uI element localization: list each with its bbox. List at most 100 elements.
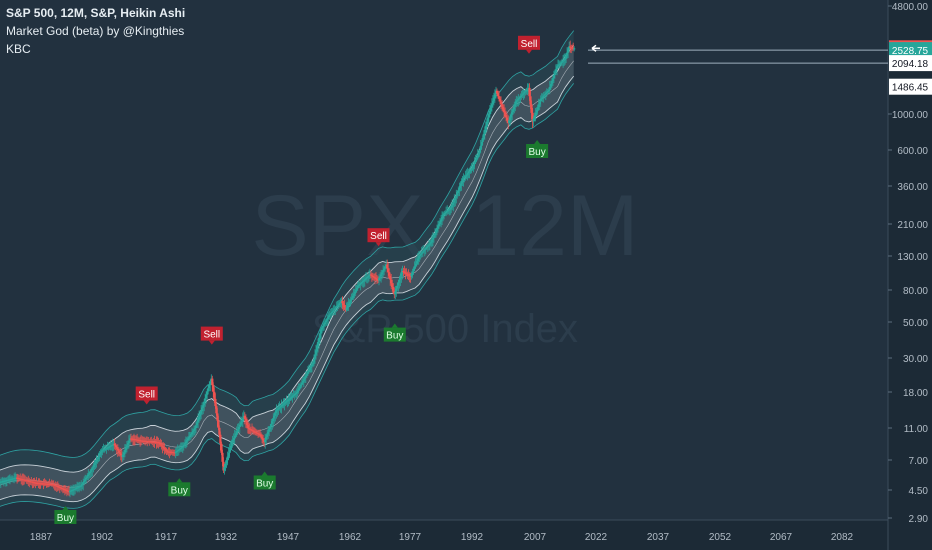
- candle-body: [228, 449, 231, 453]
- candle-body: [478, 150, 481, 153]
- candle-body: [514, 104, 517, 107]
- candle-body: [490, 104, 493, 108]
- candle-body: [423, 249, 426, 251]
- candle-body: [495, 90, 499, 94]
- candle-body: [555, 66, 559, 70]
- x-tick-label: 1917: [155, 532, 178, 543]
- candle-body: [161, 445, 164, 447]
- candle-body: [54, 485, 57, 487]
- candle-body: [353, 291, 356, 294]
- buy-signal-pointer: [391, 323, 398, 328]
- candle-body: [237, 427, 240, 430]
- candle-body: [197, 419, 200, 423]
- candle-body: [498, 98, 502, 102]
- candle-body: [311, 362, 315, 365]
- candle-body: [453, 200, 456, 203]
- candle-body: [418, 254, 421, 256]
- candle-body: [315, 346, 319, 351]
- candle-body: [331, 311, 334, 314]
- candle-body: [205, 394, 208, 399]
- candle-body: [516, 100, 519, 102]
- buy-signal-box[interactable]: [54, 510, 77, 524]
- candle-body: [235, 431, 238, 434]
- candle-body: [558, 63, 562, 65]
- candle-body: [117, 450, 120, 453]
- candle-body: [309, 366, 312, 369]
- sell-signal-box[interactable]: [200, 326, 223, 341]
- candle-body: [343, 305, 346, 308]
- candle-body: [397, 282, 400, 286]
- sell-signal-pointer: [208, 340, 215, 345]
- buy-signal-box[interactable]: [383, 327, 406, 342]
- candle-body: [196, 422, 199, 426]
- candle-body: [419, 253, 422, 255]
- candle-body: [234, 433, 237, 436]
- candle-body: [524, 91, 527, 93]
- candle-body: [354, 289, 357, 292]
- candle-body: [230, 442, 233, 446]
- candle-body: [308, 368, 311, 370]
- candle-body: [177, 449, 180, 451]
- buy-signal-box[interactable]: [253, 475, 276, 490]
- candle-body: [392, 287, 395, 291]
- candle-body: [443, 213, 446, 215]
- price-label-text: 2528.75: [892, 46, 929, 57]
- candle-body: [212, 385, 215, 392]
- candle-body: [187, 437, 190, 439]
- candle-body: [536, 107, 539, 110]
- candle-body: [471, 166, 474, 169]
- candle-body: [377, 278, 381, 281]
- candle-body: [414, 263, 417, 267]
- candle-body: [369, 274, 372, 276]
- candle-body: [116, 448, 119, 451]
- candle-body: [127, 440, 130, 443]
- sell-signal-box[interactable]: [367, 228, 390, 243]
- candle-body: [564, 58, 567, 60]
- candle-body: [83, 481, 86, 483]
- candle-body: [515, 101, 518, 105]
- candle-body: [286, 400, 289, 402]
- candle-body: [448, 209, 451, 211]
- candle-body: [284, 402, 287, 404]
- candle-body: [244, 418, 247, 422]
- sell-signal-box[interactable]: [518, 35, 540, 50]
- candle-body: [458, 188, 461, 191]
- candle-body: [466, 173, 469, 175]
- buy-signal-pointer: [62, 506, 69, 510]
- candle-body: [391, 283, 394, 287]
- candle-body: [416, 258, 419, 262]
- indicator-kbc-label[interactable]: KBC: [6, 42, 31, 56]
- x-tick-label: 2052: [709, 532, 732, 543]
- candle-body: [123, 450, 126, 453]
- candle-body: [188, 435, 191, 438]
- candle-body: [204, 398, 207, 402]
- buy-signal-box[interactable]: [168, 482, 191, 497]
- candle-body: [559, 62, 563, 64]
- candle-body: [464, 176, 467, 178]
- indicator-market-god-label[interactable]: Market God (beta) by @Kingthies: [6, 24, 185, 38]
- candle-body: [91, 468, 94, 471]
- candle-body: [517, 99, 520, 101]
- candle-body: [557, 64, 561, 66]
- candle-body: [474, 159, 477, 162]
- sell-signal-label: Sell: [521, 39, 538, 50]
- sell-signal-label: Sell: [370, 231, 387, 242]
- candle-body: [525, 90, 528, 92]
- candle-body: [85, 477, 88, 480]
- y-tick-label: 11.00: [904, 424, 929, 435]
- candle-body: [510, 114, 513, 118]
- sell-signal-box[interactable]: [135, 386, 158, 401]
- buy-signal-label: Buy: [171, 485, 188, 496]
- inner-band-fill: [0, 45, 574, 502]
- candle-body: [417, 256, 420, 259]
- candle-body: [560, 61, 564, 63]
- candle-body: [492, 97, 495, 101]
- candle-body: [411, 271, 414, 274]
- candle-body: [288, 398, 291, 400]
- buy-signal-box[interactable]: [526, 144, 549, 158]
- candle-body: [488, 110, 491, 115]
- candle-body: [302, 379, 305, 381]
- candle-body: [465, 174, 468, 177]
- candle-body: [216, 413, 219, 421]
